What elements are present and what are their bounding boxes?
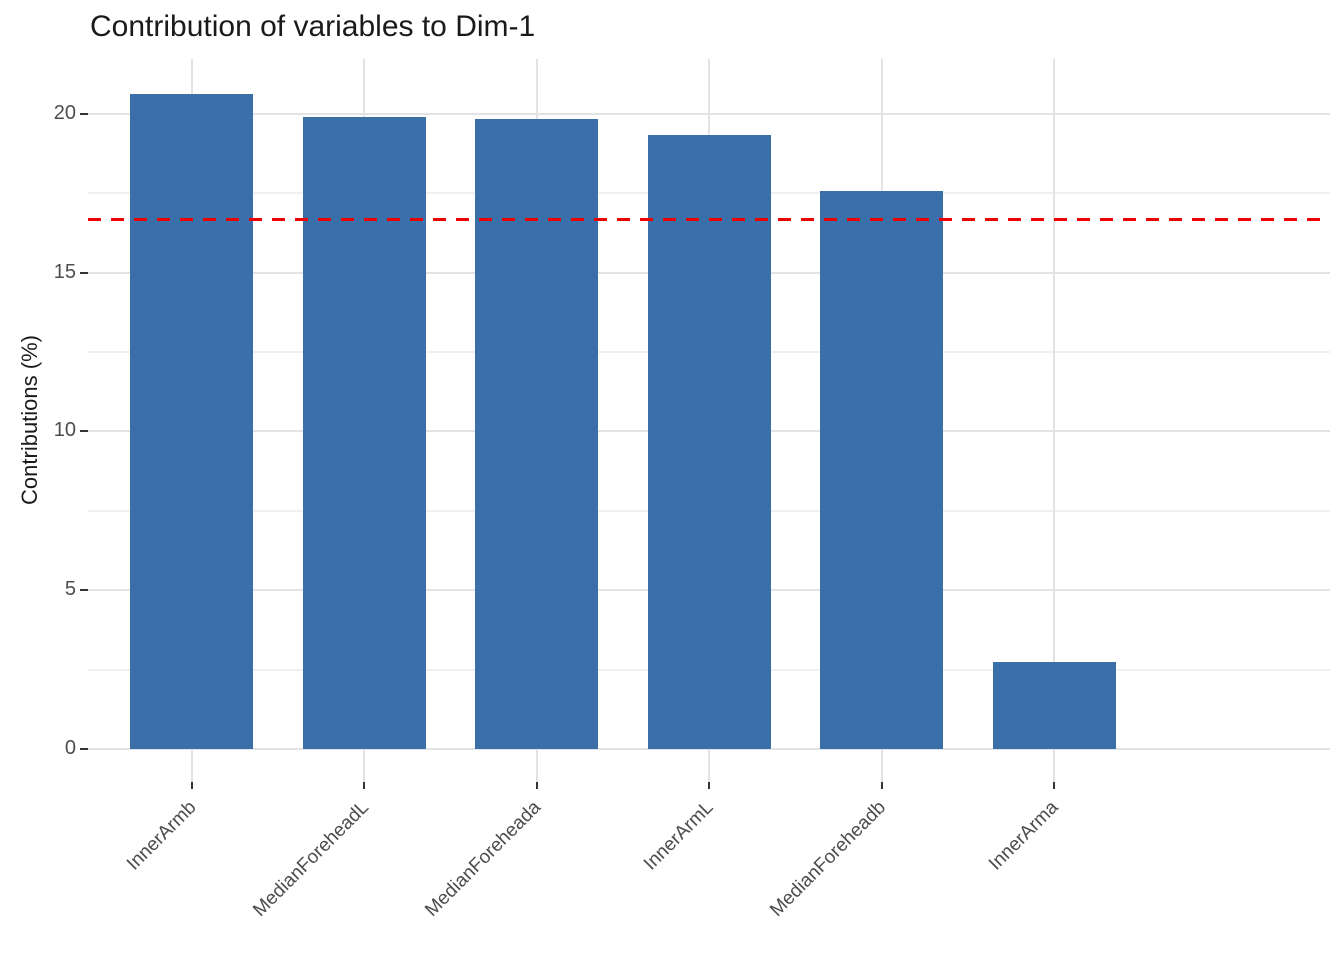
x-tick-mark (190, 782, 193, 789)
y-tick-mark (80, 112, 88, 115)
x-tick-mark (535, 782, 538, 789)
x-tick-mark (708, 782, 710, 789)
bar-MedianForeheadb (820, 190, 943, 749)
bar-InnerArma (992, 662, 1116, 749)
y-tick-mark (80, 589, 88, 592)
x-tick-mark (880, 782, 883, 789)
y-tick-label: 15 (53, 260, 76, 283)
x-tick-mark (1053, 782, 1055, 789)
y-tick-label: 20 (53, 101, 76, 124)
x-tick-label: MedianForeheadL (248, 797, 373, 921)
y-tick-label: 10 (53, 419, 76, 442)
bar-MedianForeheadL (302, 117, 426, 749)
chart-title: Contribution of variables to Dim-1 (90, 10, 536, 43)
x-tick-label: InnerArma (985, 797, 1063, 875)
bar-InnerArmb (130, 93, 253, 749)
bar-MedianForeheada (475, 118, 598, 749)
y-tick-mark (80, 430, 88, 433)
gridline-vertical (1053, 59, 1055, 782)
x-tick-mark (363, 782, 365, 789)
plot-panel (88, 59, 1330, 782)
y-tick-mark (80, 271, 88, 274)
reference-line (88, 218, 1330, 222)
x-tick-label: InnerArmb (122, 797, 201, 875)
x-tick-label: InnerArmL (640, 797, 718, 875)
y-tick-label: 0 (64, 737, 76, 759)
y-tick-label: 5 (64, 578, 76, 601)
bar-InnerArmL (647, 134, 771, 749)
x-tick-label: MedianForeheadb (766, 797, 891, 921)
x-tick-label: MedianForeheada (421, 797, 546, 921)
y-tick-mark (80, 748, 88, 750)
